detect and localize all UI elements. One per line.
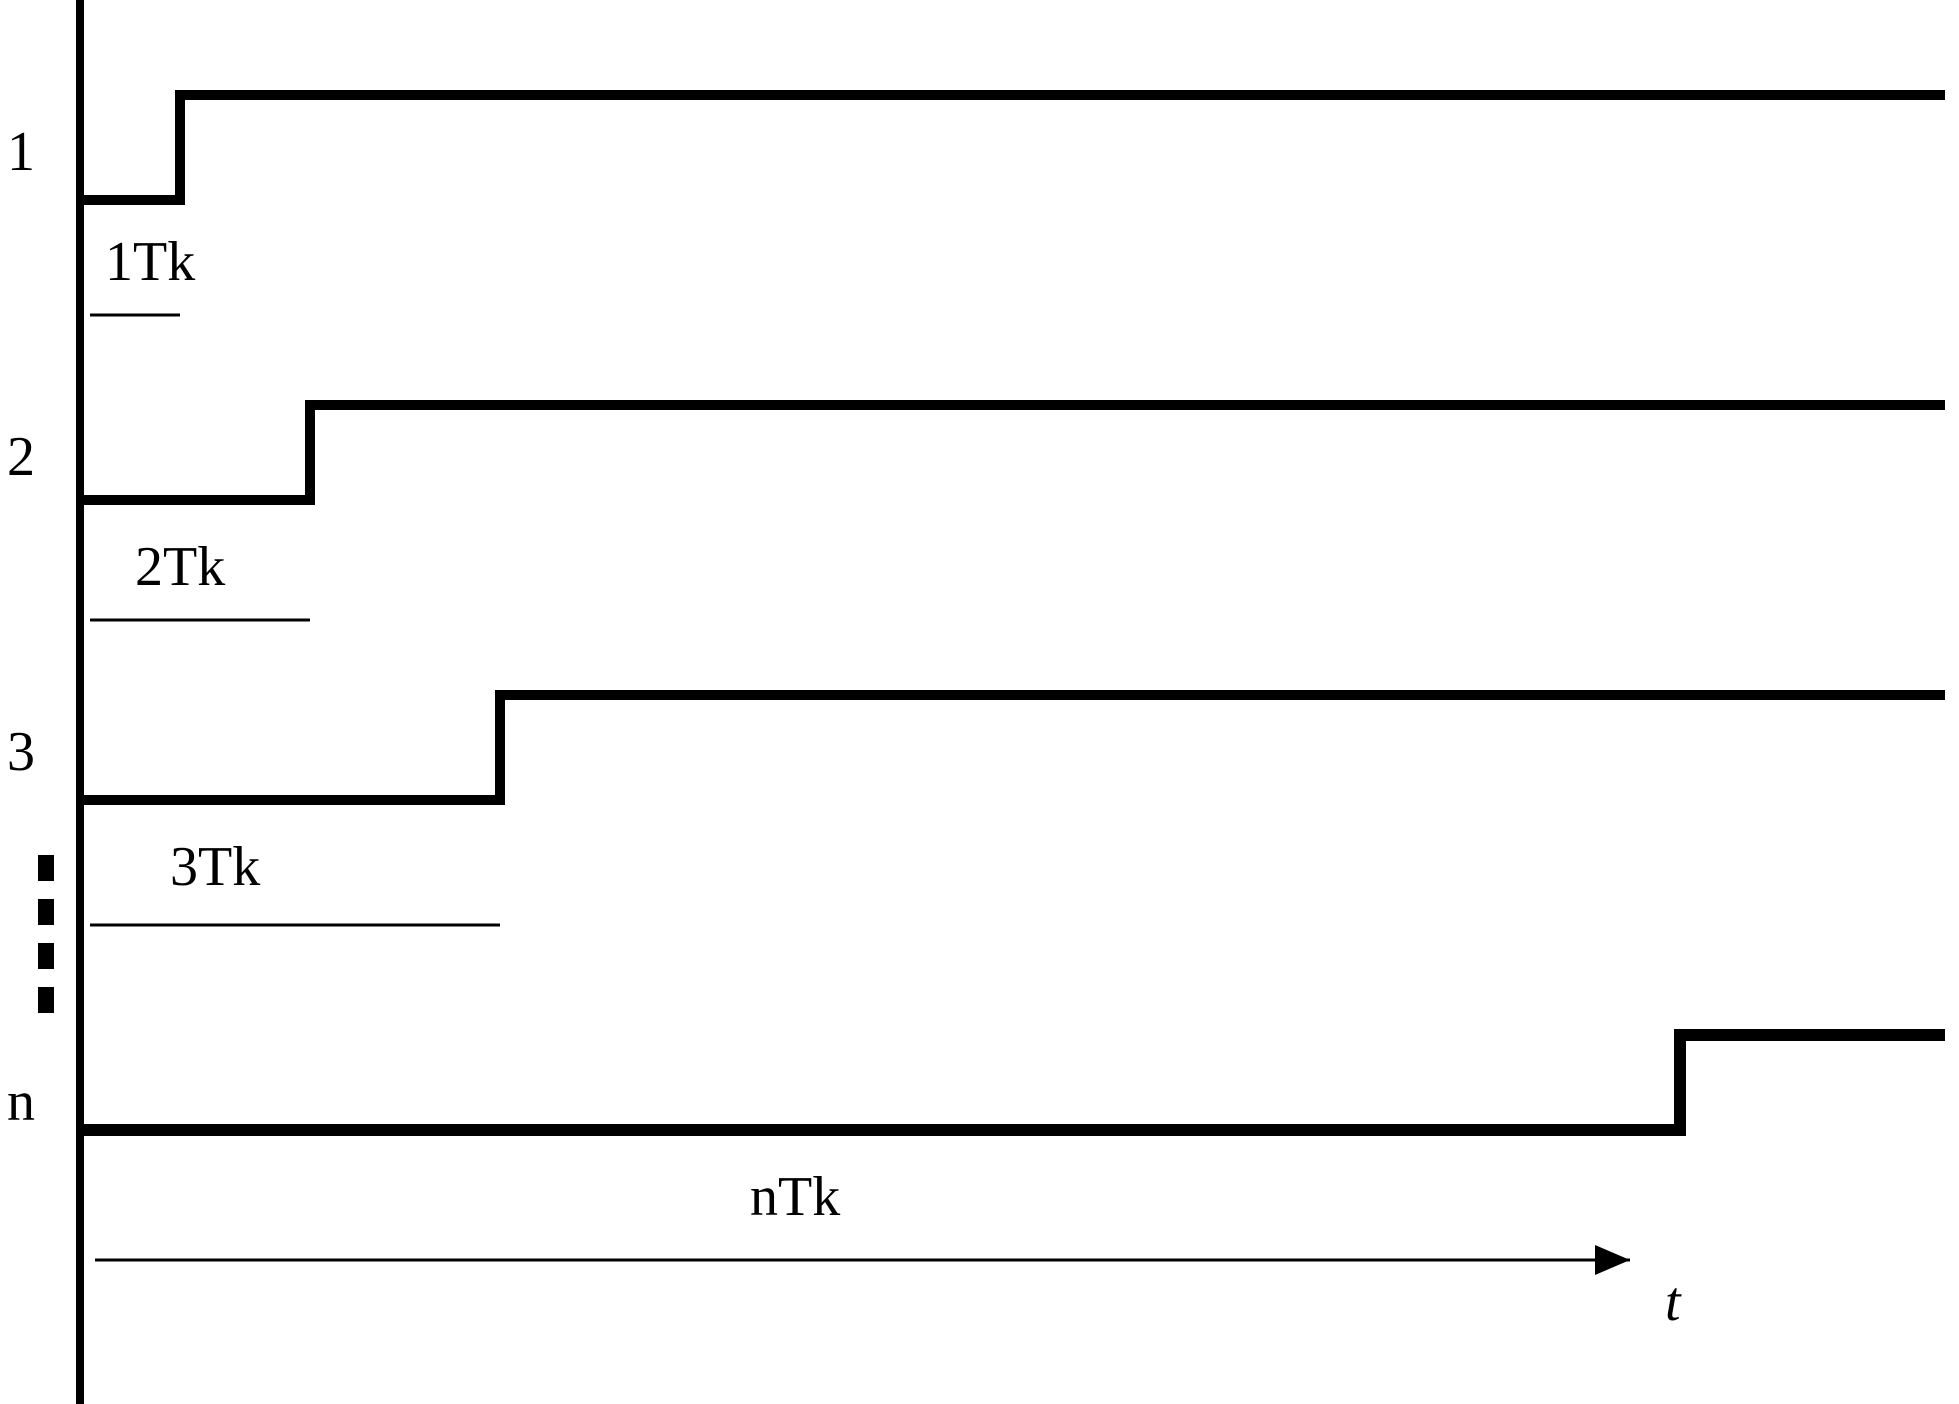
time-axis-label: t: [1665, 1270, 1681, 1334]
dot: [38, 899, 54, 925]
dot: [38, 987, 54, 1013]
row-label-3: 3: [0, 720, 35, 784]
signal-2: [80, 405, 1945, 500]
dot: [38, 943, 54, 969]
row-label-1: 1: [0, 120, 35, 184]
tk-label-3: 3Tk: [170, 835, 260, 899]
row-label-2: 2: [0, 425, 35, 489]
signal-n: [80, 1035, 1945, 1130]
tk-label-1: 1Tk: [105, 230, 195, 294]
signal-1: [80, 95, 1945, 200]
row-label-n: n: [0, 1070, 35, 1134]
signal-3: [80, 695, 1945, 800]
time-axis-arrowhead: [1595, 1245, 1630, 1275]
tk-label-n: nTk: [750, 1165, 840, 1229]
tk-label-2: 2Tk: [135, 535, 225, 599]
timing-diagram: 1 2 3 n 1Tk 2Tk 3Tk nTk t: [0, 0, 1959, 1404]
diagram-svg: [0, 0, 1959, 1404]
ellipsis-dots: [38, 855, 54, 1013]
dot: [38, 855, 54, 881]
